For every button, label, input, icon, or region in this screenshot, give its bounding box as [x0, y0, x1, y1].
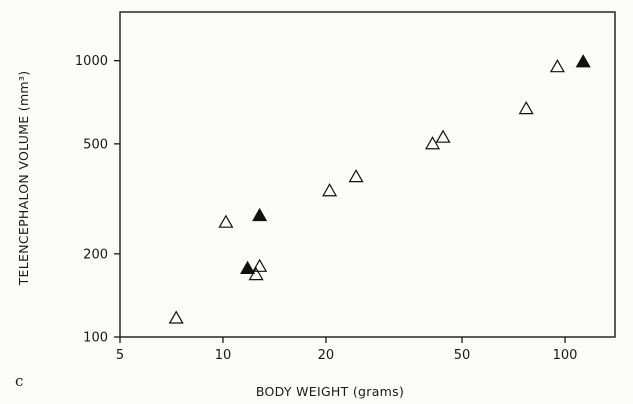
- y-tick-label: 500: [83, 137, 108, 152]
- open-triangle-point: [322, 183, 338, 197]
- open-triangle-point: [252, 258, 268, 272]
- x-axis-title: BODY WEIGHT (grams): [256, 384, 404, 399]
- x-axis: 5 10 20 50 100: [116, 337, 578, 363]
- y-tick-label: 100: [83, 331, 108, 346]
- open-triangle-point: [549, 59, 565, 73]
- data-points: [168, 54, 591, 324]
- filled-triangle-point: [240, 260, 256, 274]
- y-tick-label: 1000: [75, 54, 108, 69]
- y-tick-label: 200: [83, 247, 108, 262]
- panel-label: c: [15, 372, 23, 390]
- x-tick-label: 5: [116, 348, 124, 363]
- open-triangle-point: [518, 101, 534, 115]
- open-triangle-point: [168, 310, 184, 324]
- x-tick-label: 20: [318, 348, 335, 363]
- plot-frame: [119, 11, 616, 338]
- open-triangle-point: [435, 129, 451, 143]
- x-tick-label: 10: [215, 348, 232, 363]
- open-triangle-point: [348, 169, 364, 183]
- open-triangle-point: [425, 136, 441, 150]
- y-axis: 100 200 500 1000: [75, 54, 120, 346]
- y-axis-title: TELENCEPHALON VOLUME (mm³): [16, 71, 31, 287]
- x-tick-label: 50: [454, 348, 471, 363]
- filled-triangle-point: [252, 207, 268, 222]
- open-triangle-point: [218, 214, 234, 228]
- x-tick-label: 100: [553, 348, 578, 363]
- filled-triangle-point: [575, 54, 591, 68]
